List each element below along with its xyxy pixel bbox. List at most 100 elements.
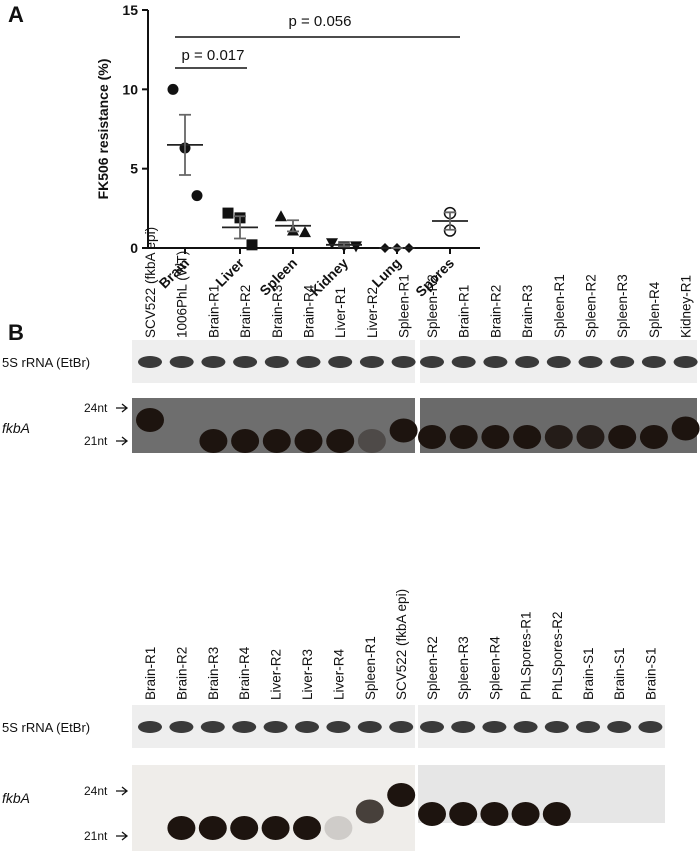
- lane-label: Brain-S1: [581, 647, 596, 700]
- rrna-band: [515, 356, 540, 368]
- rrna-band: [328, 356, 353, 368]
- panel-label: B: [8, 320, 24, 345]
- rrna-band: [138, 356, 162, 368]
- fkba-band: [513, 425, 542, 449]
- lane-label: Liver-R3: [300, 649, 315, 700]
- lane-label: Brain-R2: [238, 285, 253, 338]
- fkba-band: [199, 429, 228, 453]
- rrna-band: [391, 356, 416, 368]
- rrna-band: [638, 721, 663, 733]
- point: [246, 239, 258, 251]
- fkba-band: [449, 802, 478, 826]
- fkba-band: [357, 429, 386, 453]
- fkba-band: [231, 429, 260, 453]
- lane-label: Brain-R2: [174, 647, 189, 700]
- rrna-band: [357, 721, 382, 733]
- fkba-band: [544, 425, 573, 449]
- rrna-band: [641, 356, 666, 368]
- size-arrow: [116, 403, 129, 841]
- rrna-band: [296, 356, 321, 368]
- lane-label: Brain-R2: [488, 285, 503, 338]
- rrna-band: [483, 356, 508, 368]
- fkba-band: [389, 418, 418, 443]
- lane-label: SCV522 (fkbA epi): [394, 589, 409, 700]
- lane-label: Spleen-R4: [487, 636, 502, 700]
- rrna-band: [359, 356, 384, 368]
- error-bar: [444, 211, 456, 231]
- rrna-band: [169, 356, 194, 368]
- lane-label: Spleen-R2: [425, 636, 440, 700]
- lane-label: Spleen-R1: [552, 274, 567, 338]
- annotation: p = 0.056: [289, 13, 352, 30]
- rrna-band: [576, 721, 600, 733]
- rrna-band: [546, 356, 571, 368]
- fkba-band: [449, 425, 478, 449]
- lane-label: Splen-R4: [647, 281, 662, 338]
- rrna-band: [200, 721, 225, 733]
- size-marker: 21nt: [84, 434, 108, 448]
- fkba-band: [608, 425, 637, 449]
- panel-label: A: [8, 2, 24, 27]
- point: [299, 226, 311, 238]
- point: [326, 238, 338, 250]
- rrna-band: [232, 721, 257, 733]
- fkba-band: [326, 429, 355, 453]
- fkba-band: [136, 408, 164, 432]
- lane-label: Brain-R1: [457, 285, 472, 338]
- rrna-band: [482, 721, 507, 733]
- fkba-band: [261, 816, 290, 840]
- rrna-band: [420, 356, 444, 368]
- lane-label: Brain-R3: [206, 647, 221, 700]
- fkba-band: [293, 816, 321, 840]
- rrna-band: [544, 721, 569, 733]
- fkba-band: [262, 429, 291, 453]
- lane-label: Brain-R1: [143, 647, 158, 700]
- row-label: fkbA: [2, 420, 30, 436]
- fkba-band: [167, 816, 196, 840]
- fkba-band: [387, 783, 416, 807]
- point: [350, 241, 362, 253]
- fkba-band: [230, 816, 259, 840]
- fkba-band: [576, 425, 605, 449]
- fkba-band: [639, 425, 668, 449]
- lane-label: Brain-S1: [612, 647, 627, 700]
- row-label: fkbA: [2, 790, 30, 806]
- lane-label: Brain-R1: [206, 285, 221, 338]
- rrna-band: [201, 356, 226, 368]
- rrna-band: [607, 721, 632, 733]
- rrna-band: [138, 721, 162, 733]
- rrna-band: [578, 356, 603, 368]
- y-tick-label: 0: [130, 240, 138, 256]
- lane-label: Brain-R4: [237, 646, 252, 700]
- rrna-band: [451, 721, 476, 733]
- rrna-band: [326, 721, 351, 733]
- point: [222, 207, 234, 219]
- fkba-band: [481, 425, 510, 449]
- error-bar: [234, 215, 246, 240]
- lane-label: Brain-S1: [643, 647, 658, 700]
- error-bar: [287, 219, 299, 233]
- fkba-band: [671, 416, 700, 441]
- lane-label: Liver-R1: [333, 287, 348, 338]
- lane-label: Spleen-R3: [456, 636, 471, 700]
- lane-label: Spleen-R2: [425, 274, 440, 338]
- lane-label: Spleen-R3: [615, 274, 630, 338]
- lane-label: Spleen-R2: [584, 274, 599, 338]
- lane-label: Brain-R3: [270, 285, 285, 338]
- fkba-band: [418, 802, 446, 826]
- rrna-band: [513, 721, 538, 733]
- point: [275, 210, 287, 222]
- rrna-band: [389, 721, 414, 733]
- rrna-band: [451, 356, 476, 368]
- row-label: 5S rRNA (EtBr): [2, 355, 90, 370]
- lane-label: PhLSpores-R1: [519, 611, 534, 700]
- lane-label: SCV522 (fkbA epi): [143, 227, 158, 338]
- fkba-band: [542, 802, 571, 826]
- size-marker: 24nt: [84, 784, 108, 798]
- lane-label: Liver-R2: [365, 287, 380, 338]
- size-marker: 24nt: [84, 401, 108, 415]
- fkba-band: [198, 816, 227, 840]
- fkba-band: [355, 799, 384, 824]
- lane-label: PhLSpores-R2: [550, 611, 565, 700]
- lane-label: Spleen-R1: [363, 636, 378, 700]
